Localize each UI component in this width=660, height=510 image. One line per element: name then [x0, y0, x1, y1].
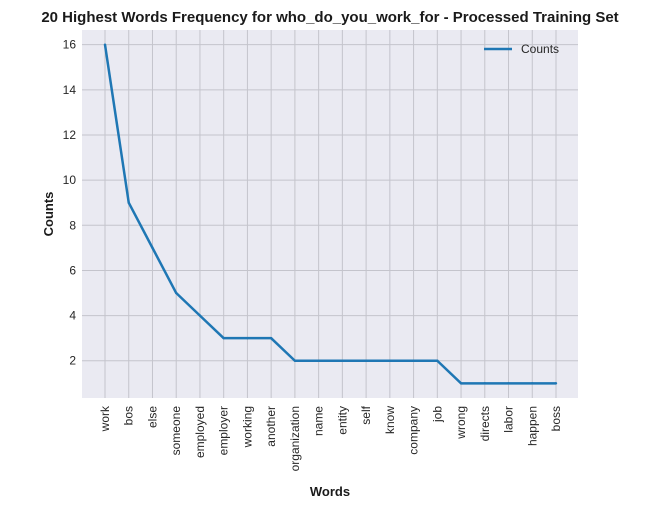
series-layer — [103, 43, 558, 385]
y-tick-label: 4 — [69, 309, 76, 323]
x-tick-label: company — [407, 406, 421, 455]
data-point — [436, 359, 439, 362]
data-point — [198, 314, 202, 317]
x-tick-label: boss — [549, 406, 563, 431]
y-tick-label: 6 — [69, 263, 76, 277]
x-tick-label: else — [145, 406, 159, 428]
data-point — [151, 246, 154, 250]
legend: Counts — [484, 42, 559, 56]
data-point — [531, 382, 534, 385]
data-point — [459, 382, 463, 385]
data-point — [364, 359, 368, 362]
y-tick-label: 14 — [63, 83, 77, 97]
data-point — [293, 359, 297, 362]
y-tick-label: 16 — [63, 38, 77, 52]
y-gridlines — [82, 44, 578, 362]
x-tick-label: employer — [217, 406, 231, 455]
data-point — [269, 336, 273, 340]
data-point — [507, 382, 510, 385]
legend-label-counts: Counts — [521, 42, 559, 56]
data-point — [222, 336, 225, 340]
x-axis-label: Words — [310, 484, 350, 499]
data-point — [388, 359, 392, 362]
x-tick-label: name — [312, 406, 326, 436]
data-point — [246, 336, 249, 340]
data-point — [103, 43, 107, 46]
x-tick-label: job — [430, 406, 444, 423]
data-point — [175, 291, 178, 295]
x-tick-label: employed — [193, 406, 207, 458]
data-point — [127, 201, 130, 204]
x-tick-label: entity — [335, 406, 349, 435]
plot-area — [82, 30, 578, 398]
x-tick-label: happen — [525, 406, 539, 446]
y-tick-label: 12 — [63, 128, 77, 142]
x-tick-label: self — [359, 405, 373, 424]
y-tick-label: 8 — [69, 218, 76, 232]
data-point — [317, 359, 320, 362]
series-line-counts — [103, 44, 556, 385]
x-tick-label: wrong — [454, 406, 468, 440]
chart-title: 20 Highest Words Frequency for who_do_yo… — [41, 9, 618, 26]
x-tick-label: labor — [502, 406, 516, 433]
y-axis-label: Counts — [41, 192, 56, 237]
x-tick-label: another — [264, 406, 278, 447]
y-tick-label: 10 — [63, 173, 77, 187]
x-tick-label: organization — [288, 406, 302, 471]
data-point — [412, 359, 415, 362]
data-point — [554, 382, 558, 385]
data-point — [341, 359, 344, 362]
y-tick-label: 2 — [69, 354, 76, 368]
x-tick-label: work — [98, 405, 112, 432]
data-point — [483, 382, 486, 385]
x-tick-label: directs — [478, 406, 492, 441]
x-tick-label: working — [240, 406, 254, 448]
x-tick-label: someone — [169, 406, 183, 456]
x-tick-label: know — [383, 406, 397, 434]
x-gridlines — [104, 30, 557, 398]
x-tick-labels: work bos else someone employed employer workin… — [98, 405, 563, 471]
x-tick-label: bos — [122, 406, 136, 425]
y-tick-labels: 2 4 6 8 10 12 14 16 — [63, 38, 77, 368]
